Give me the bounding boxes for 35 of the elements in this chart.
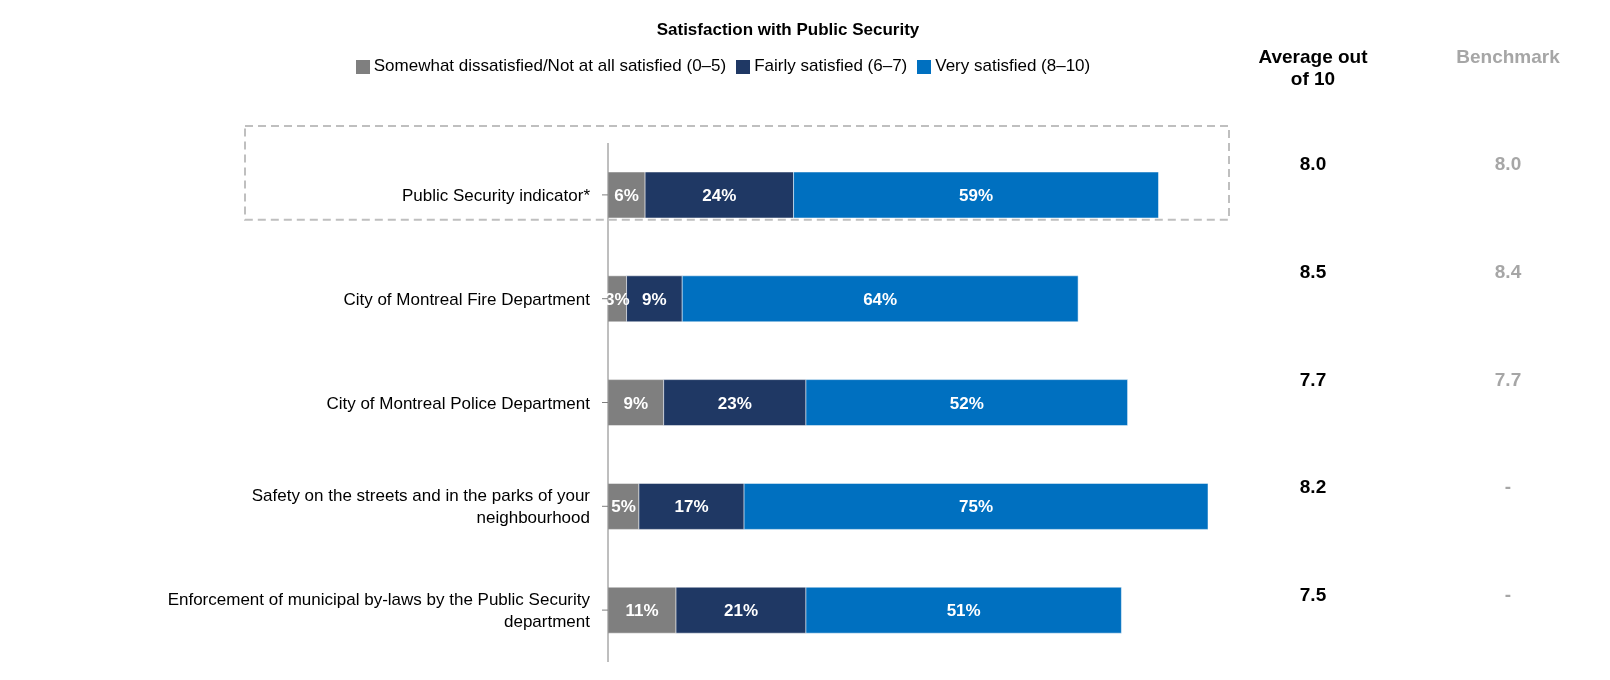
text: 8.0 bbox=[1298, 152, 1328, 175]
data-label: 75% bbox=[959, 497, 994, 517]
data-label: 24% bbox=[702, 186, 737, 205]
data-label: 64% bbox=[863, 289, 898, 309]
text: 8.0 bbox=[1493, 152, 1523, 175]
legend-label: Fairly satisfied (6–7) bbox=[754, 56, 908, 75]
text: 8.5 bbox=[1298, 260, 1328, 283]
chart-title: Satisfaction with Public Security bbox=[655, 20, 921, 40]
data-label: 9% bbox=[642, 289, 667, 309]
y-tick-label: City of Montreal Police Department bbox=[326, 393, 591, 413]
data-label: 11% bbox=[625, 601, 659, 621]
data-label: 51% bbox=[946, 601, 981, 621]
text: Benchmark bbox=[1455, 46, 1561, 68]
data-label: 6% bbox=[614, 186, 639, 205]
y-tick-label: Safety on the streets and in the parks of your neighbourhood bbox=[251, 486, 591, 528]
data-label: 21% bbox=[723, 601, 759, 621]
text: 7.5 bbox=[1298, 584, 1328, 607]
data-label: 5% bbox=[611, 497, 636, 517]
y-tick-label: Enforcement of municipal by-laws by the Public Security department bbox=[167, 590, 591, 632]
data-label: 52% bbox=[949, 393, 984, 413]
text: 8.2 bbox=[1298, 476, 1328, 499]
data-label: 59% bbox=[959, 186, 994, 205]
text: 7.7 bbox=[1298, 368, 1328, 391]
text: 7.7 bbox=[1493, 368, 1523, 391]
legend-label: Somewhat dissatisfied/Not at all satisfied (0–5) bbox=[373, 56, 727, 75]
legend-label: Very satisfied (8–10) bbox=[935, 56, 1091, 75]
text: - bbox=[1503, 584, 1513, 607]
data-label: 23% bbox=[717, 393, 752, 413]
text: - bbox=[1503, 476, 1513, 499]
text: Average out of 10 bbox=[1257, 46, 1369, 90]
y-tick-label: Public Security indicator* bbox=[401, 185, 591, 205]
y-tick-label: City of Montreal Fire Department bbox=[343, 289, 591, 309]
data-label: 9% bbox=[623, 393, 649, 413]
data-label: 17% bbox=[674, 497, 709, 517]
text: 8.4 bbox=[1493, 260, 1523, 283]
